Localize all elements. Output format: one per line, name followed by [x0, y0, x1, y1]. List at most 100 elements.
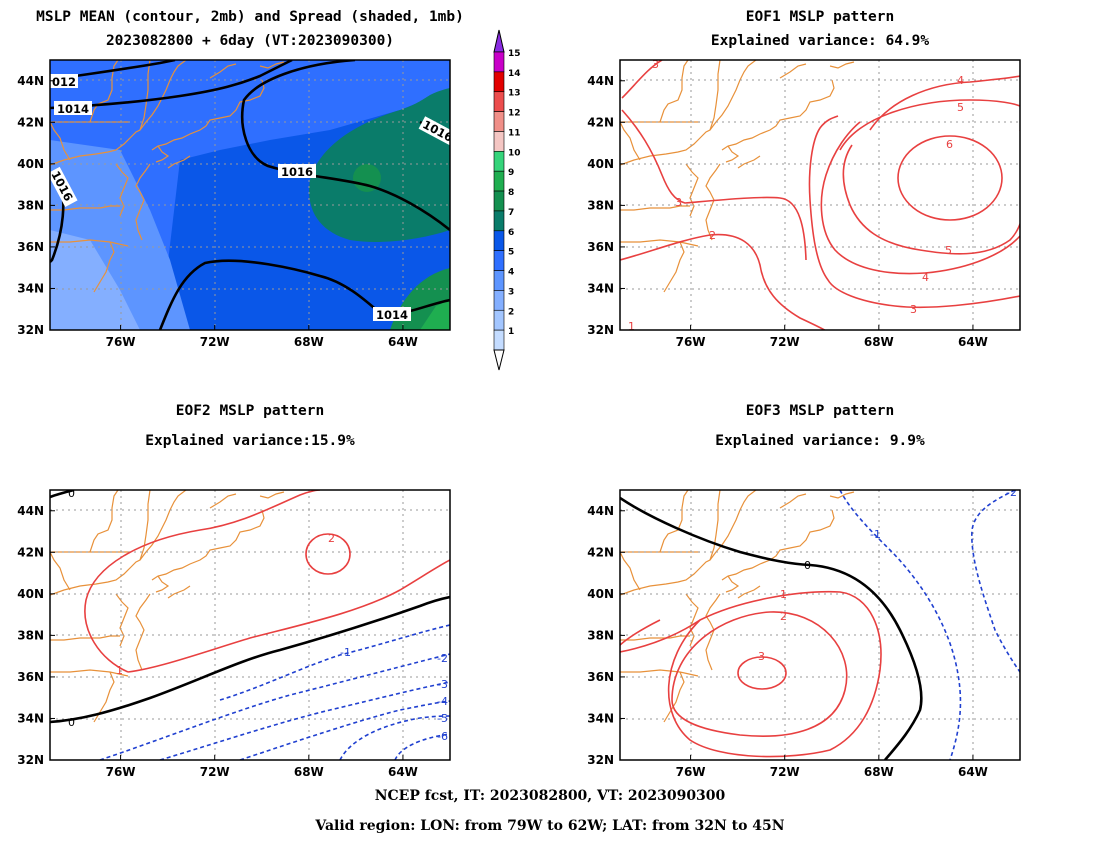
y-tick-label: 42N — [17, 545, 44, 559]
y-tick-label: 32N — [587, 753, 614, 767]
contour-label: -1 — [870, 528, 881, 541]
colorbar-swatch — [493, 230, 505, 251]
panel4-map — [620, 490, 1020, 760]
x-tick-label: 72W — [200, 765, 230, 779]
y-tick-label: 40N — [17, 587, 44, 601]
x-tick-label: 76W — [106, 335, 136, 349]
y-tick-label: 32N — [587, 323, 614, 337]
y-tick-label: 42N — [17, 115, 44, 129]
panel1-subtitle: 2023082800 + 6day (VT:2023090300) — [105, 33, 395, 49]
colorbar-label: 15 — [508, 49, 521, 59]
y-tick-label: 32N — [17, 753, 44, 767]
colorbar-label: 2 — [508, 307, 514, 317]
y-tick-label: 36N — [17, 670, 44, 684]
contour-label: 2 — [780, 610, 787, 623]
contour-label: -4 — [437, 695, 448, 708]
colorbar-label: 7 — [508, 208, 514, 218]
y-tick-label: 34N — [587, 711, 614, 725]
y-tick-label: 38N — [587, 198, 614, 212]
contour-label: 1 — [116, 664, 123, 677]
x-tick-label: 72W — [770, 335, 800, 349]
panel4-contours — [620, 490, 1020, 760]
panel1-colorbar: 15 14 13 12 11 10 9 8 7 6 5 4 3 2 1 — [493, 29, 521, 371]
contour-label: 3 — [910, 303, 917, 316]
x-tick-label: 68W — [864, 765, 894, 779]
colorbar-swatch — [493, 290, 505, 311]
colorbar-label: 13 — [508, 89, 521, 99]
x-tick-label: 68W — [294, 765, 324, 779]
y-tick-label: 32N — [17, 323, 44, 337]
y-tick-label: 36N — [17, 240, 44, 254]
x-tick-label: 76W — [106, 765, 136, 779]
y-tick-label: 34N — [17, 281, 44, 295]
footer-line2: Valid region: LON: from 79W to 62W; LAT:… — [315, 818, 785, 834]
colorbar-label: 11 — [508, 128, 521, 138]
panel1-map — [50, 60, 450, 330]
colorbar-label: 6 — [508, 228, 514, 238]
panel2-grid — [620, 60, 1020, 330]
y-tick-label: 36N — [587, 670, 614, 684]
colorbar-swatch — [493, 170, 505, 192]
colorbar-swatch — [493, 309, 505, 331]
contour-label: -6 — [437, 730, 448, 743]
x-tick-label: 64W — [958, 765, 988, 779]
colorbar-swatch — [493, 131, 505, 152]
panel3-title: EOF2 MSLP pattern — [175, 403, 325, 419]
x-tick-label: 68W — [294, 335, 324, 349]
x-tick-label: 72W — [770, 765, 800, 779]
panel3-contours — [50, 490, 450, 760]
y-tick-label: 44N — [587, 504, 614, 518]
panel2-map — [620, 60, 1020, 330]
contour-label: 5 — [945, 244, 952, 257]
y-tick-label: 38N — [587, 628, 614, 642]
panel2-contours — [620, 60, 1020, 330]
panel3-contour-labels: 0 2 1 0 -1 -2 -3 -4 -5 -6 — [68, 490, 448, 743]
isobar-label: 1014 — [57, 102, 89, 116]
contour-label: -5 — [437, 712, 448, 725]
contour-label: 5 — [957, 101, 964, 114]
x-tick-label: 64W — [388, 765, 418, 779]
footer-line1: NCEP fcst, IT: 2023082800, VT: 202309030… — [374, 788, 726, 804]
colorbar-swatch — [493, 270, 505, 291]
y-tick-label: 40N — [17, 157, 44, 171]
panel3-grid — [50, 490, 450, 760]
contour-label: -3 — [437, 678, 448, 691]
isobar-label: 012 — [52, 75, 76, 89]
panel1-title: MSLP MEAN (contour, 2mb) and Spread (sha… — [36, 9, 464, 25]
contour-label: 0 — [804, 559, 811, 572]
contour-label: 4 — [957, 74, 964, 87]
colorbar-label: 1 — [508, 327, 514, 337]
contour-label: 2 — [709, 229, 716, 242]
panel3-subtitle: Explained variance:15.9% — [145, 433, 355, 449]
x-tick-label: 64W — [388, 335, 418, 349]
panel1-isobar-labels: 012 1014 1016 1016 1016 1014 — [50, 74, 450, 322]
panel2-title: EOF1 MSLP pattern — [745, 9, 895, 25]
panel2-subtitle: Explained variance: 64.9% — [710, 33, 930, 49]
contour-label: 4 — [922, 271, 929, 284]
colorbar-label: 14 — [508, 69, 521, 79]
y-tick-label: 40N — [587, 587, 614, 601]
colorbar-label: 5 — [508, 248, 514, 258]
contour-label: 1 — [628, 320, 635, 333]
colorbar-swatch — [493, 111, 505, 132]
contour-label: 6 — [946, 138, 953, 151]
panel4-grid — [620, 490, 1020, 760]
colorbar-label: 8 — [508, 188, 514, 198]
x-tick-label: 76W — [676, 765, 706, 779]
panel4-subtitle: Explained variance: 9.9% — [715, 433, 925, 449]
isobar-label: 1014 — [376, 308, 408, 322]
colorbar-swatch — [493, 190, 505, 212]
contour-label: 1 — [780, 588, 787, 601]
y-tick-label: 44N — [17, 74, 44, 88]
colorbar-label: 3 — [508, 287, 514, 297]
colorbar-label: 10 — [508, 148, 521, 158]
y-tick-label: 38N — [17, 628, 44, 642]
panel4-contour-labels: 0 -1 -2 1 2 3 — [758, 490, 1017, 663]
colorbar-swatch — [493, 71, 505, 93]
contour-label: 3 — [652, 58, 659, 71]
y-tick-label: 34N — [587, 281, 614, 295]
colorbar-swatch — [493, 51, 505, 73]
isobar-label: 1016 — [281, 165, 313, 179]
colorbar-label: 4 — [508, 268, 514, 278]
